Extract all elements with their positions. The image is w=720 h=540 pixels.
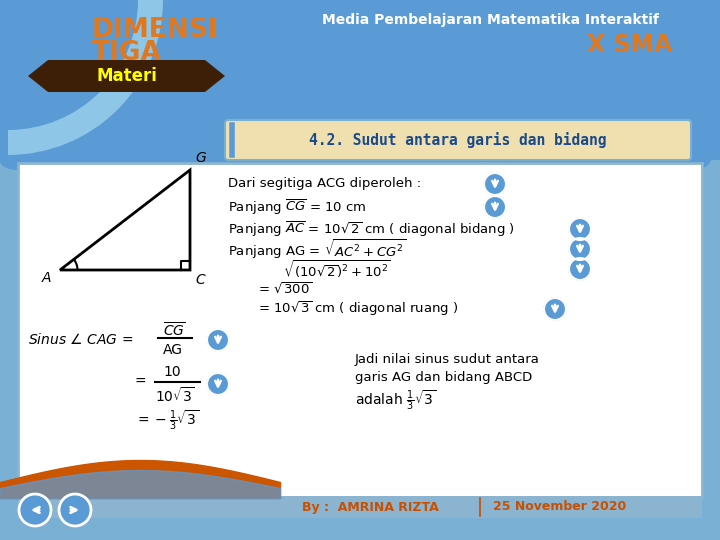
Text: Jadi nilai sinus sudut antara: Jadi nilai sinus sudut antara	[355, 354, 540, 367]
Text: DIMENSI: DIMENSI	[92, 17, 218, 43]
Circle shape	[207, 373, 229, 395]
Text: Sinus $\angle$ CAG =: Sinus $\angle$ CAG =	[28, 333, 133, 348]
Text: 25 November 2020: 25 November 2020	[493, 501, 626, 514]
Circle shape	[484, 173, 506, 195]
Text: A: A	[42, 271, 52, 285]
Text: Media Pembelajaran Matematika Interaktif: Media Pembelajaran Matematika Interaktif	[322, 13, 658, 27]
Text: AG: AG	[163, 343, 183, 357]
Text: $= -\frac{1}{3}\sqrt{3}$: $= -\frac{1}{3}\sqrt{3}$	[135, 408, 199, 432]
Text: X SMA: X SMA	[588, 33, 672, 57]
Circle shape	[544, 298, 566, 320]
Text: 10: 10	[163, 365, 181, 379]
Text: =: =	[135, 375, 147, 389]
FancyBboxPatch shape	[225, 120, 691, 160]
Circle shape	[569, 218, 591, 240]
Polygon shape	[28, 60, 225, 92]
Text: G: G	[195, 151, 206, 165]
Text: Materi: Materi	[96, 67, 158, 85]
Circle shape	[569, 238, 591, 260]
Text: = $\sqrt{300}$: = $\sqrt{300}$	[258, 281, 312, 296]
Polygon shape	[590, 0, 720, 150]
Text: Panjang AG = $\sqrt{AC^2 + CG^2}$: Panjang AG = $\sqrt{AC^2 + CG^2}$	[228, 237, 406, 261]
Wedge shape	[8, 0, 163, 155]
Text: Panjang $\overline{CG}$ = 10 cm: Panjang $\overline{CG}$ = 10 cm	[228, 197, 366, 217]
Bar	[18, 496, 702, 518]
Text: By :  AMRINA RIZTA: By : AMRINA RIZTA	[302, 501, 438, 514]
Text: C: C	[195, 273, 204, 287]
Text: Panjang $\overline{AC}$ = 10$\sqrt{2}$ cm ( diagonal bidang ): Panjang $\overline{AC}$ = 10$\sqrt{2}$ c…	[228, 219, 515, 239]
Bar	[18, 163, 702, 498]
Text: $\overline{CG}$: $\overline{CG}$	[163, 321, 186, 339]
FancyBboxPatch shape	[0, 0, 713, 170]
Text: TIGA: TIGA	[92, 40, 162, 66]
Bar	[0, 0, 720, 160]
Circle shape	[207, 329, 229, 351]
Text: 4.2. Sudut antara garis dan bidang: 4.2. Sudut antara garis dan bidang	[310, 132, 607, 148]
Text: garis AG dan bidang ABCD: garis AG dan bidang ABCD	[355, 372, 532, 384]
Text: 10$\sqrt{3}$: 10$\sqrt{3}$	[155, 387, 194, 406]
Circle shape	[59, 494, 91, 526]
Text: Dari segitiga ACG diperoleh :: Dari segitiga ACG diperoleh :	[228, 178, 421, 191]
Wedge shape	[8, 0, 138, 130]
Polygon shape	[640, 0, 720, 100]
Circle shape	[19, 494, 51, 526]
Circle shape	[484, 196, 506, 218]
Text: $\sqrt{(10\sqrt{2})^2 + 10^2}$: $\sqrt{(10\sqrt{2})^2 + 10^2}$	[283, 258, 391, 280]
Circle shape	[569, 258, 591, 280]
Text: adalah $\frac{1}{3}\sqrt{3}$: adalah $\frac{1}{3}\sqrt{3}$	[355, 388, 436, 412]
Text: = 10$\sqrt{3}$ cm ( diagonal ruang ): = 10$\sqrt{3}$ cm ( diagonal ruang )	[258, 300, 459, 319]
